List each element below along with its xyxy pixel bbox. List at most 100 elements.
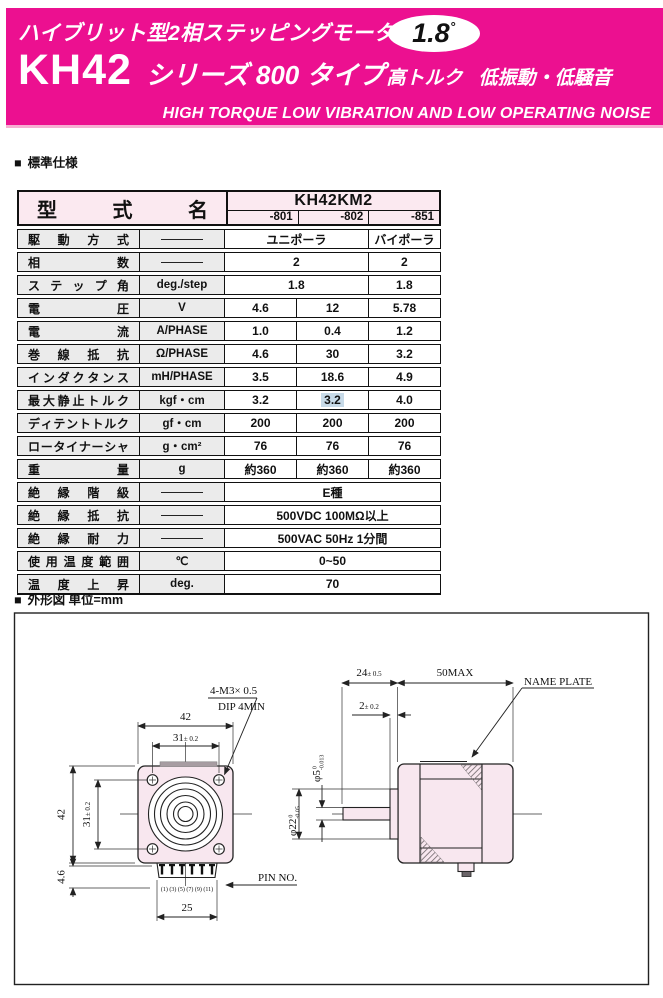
- dim-hole-pitch-h: 31± 0.2: [173, 732, 199, 744]
- banner-model-line: KH42 シリーズ 800 タイプ 高トルク 低振動・低騒音: [18, 46, 612, 95]
- spec-row-label: 温度上昇: [18, 575, 140, 593]
- model-name-header-char: 型: [37, 199, 57, 222]
- spec-table-body: 駆動方式ユニポーラ バイポーラ相数 2 2 ステップ角 deg./step 1.8 1.8 電圧…: [17, 229, 441, 595]
- series-feature-label: 高トルク: [386, 68, 463, 89]
- spec-value-cell: 約360: [244, 462, 277, 477]
- spec-value-cell: 1.2: [368, 322, 440, 340]
- spec-value-cell: 3.2: [252, 393, 269, 407]
- spec-row-values: 3.2 3.2 4.0: [225, 391, 440, 409]
- spec-row-label: 重量: [18, 460, 140, 478]
- spec-value-cell: 76: [368, 437, 440, 455]
- feature-label: 低振動・低騒音: [478, 68, 612, 89]
- model-name-header-cell: 型式名: [19, 192, 228, 224]
- dim-connector-width: 25: [182, 902, 194, 914]
- spec-row-unit: ℃: [140, 552, 225, 570]
- spec-row-label: ロータイナーシャ: [18, 437, 140, 455]
- spec-value-cell: 70: [325, 577, 340, 591]
- spec-value-cell: 2: [292, 255, 300, 269]
- spec-value-cell: 12: [296, 299, 368, 317]
- banner-title-jp: ハイブリット型2相ステッピングモータ: [18, 22, 396, 45]
- spec-row-label: 絶縁耐力: [18, 529, 140, 547]
- spec-row-values: 4.6 12 5.78: [225, 299, 440, 317]
- spec-value-cell: 4.6: [252, 347, 269, 361]
- spec-row-label: 電流: [18, 322, 140, 340]
- spec-row: 巻線抵抗 Ω/PHASE 4.6 30 3.2: [17, 344, 441, 364]
- spec-row-unit: [140, 483, 225, 501]
- variant-header-row: -801 -802 -851: [228, 210, 439, 224]
- spec-row-unit: g: [140, 460, 225, 478]
- series-label: シリーズ 800 タイプ: [145, 60, 385, 90]
- section-marker-icon: ■: [14, 156, 22, 170]
- outline-section-heading: ■ 外形図 単位=mm: [14, 589, 123, 608]
- no-unit-dash: [161, 491, 203, 493]
- spec-row-unit: g・cm²: [140, 437, 225, 455]
- degree-symbol: °: [450, 19, 456, 34]
- spec-row: ステップ角 deg./step 1.8 1.8: [17, 275, 441, 295]
- spec-value-cell: 500VAC 50Hz 1分間: [277, 531, 388, 546]
- front-view: (1) (3) (5) (7) (9) (11): [120, 742, 252, 893]
- name-plate-label: NAME PLATE: [524, 676, 592, 688]
- spec-row-values: 約360 約360 約360: [225, 460, 440, 478]
- spec-row-unit: V: [140, 299, 225, 317]
- spec-value-cell: 1.0: [252, 324, 269, 338]
- spec-value-cell: ユニポーラ: [266, 232, 327, 247]
- screw-spec-label: 4-M3× 0.5: [210, 685, 258, 697]
- spec-table: 型 式 名 KH42KM2 -801 -802 -851 駆動方式 ユニポーラ バイポーラ相…: [17, 190, 441, 595]
- spec-table-header: 型 式 名 KH42KM2 -801 -802 -851: [17, 190, 441, 226]
- spec-row-unit: [140, 230, 225, 248]
- spec-row-label: 使用温度範囲: [18, 552, 140, 570]
- spec-value-cell: 1.8: [367, 276, 440, 294]
- no-unit-dash: [161, 261, 203, 263]
- spec-row-values: 3.5 18.6 4.9: [225, 368, 440, 386]
- side-view: [332, 760, 542, 877]
- spec-value-cell: 200: [368, 414, 440, 432]
- spec-value-cell: 18.6: [296, 368, 368, 386]
- spec-value-cell: バイポーラ: [367, 230, 440, 248]
- no-unit-dash: [161, 238, 203, 240]
- variant-header-cell: -802: [297, 211, 369, 224]
- dim-shaft-length: 24± 0.5: [356, 667, 382, 679]
- connector-side: [457, 862, 475, 873]
- spec-value-cell: E種: [322, 485, 343, 500]
- spec-value-cell: 4.9: [368, 368, 440, 386]
- dim-shaft-diameter: φ50-0.013: [311, 755, 326, 782]
- spec-row-unit: Ω/PHASE: [140, 345, 225, 363]
- pin-numbers-label: (1) (3) (5) (7) (9) (11): [161, 886, 213, 893]
- spec-value-cell: 3.5: [252, 370, 269, 384]
- spec-row-values: E種: [225, 483, 440, 501]
- spec-value-cell: 200: [296, 414, 368, 432]
- outline-heading-text: 外形図 単位=mm: [27, 593, 124, 607]
- spec-row: 使用温度範囲 ℃ 0~50: [17, 551, 441, 571]
- spec-row: 駆動方式 ユニポーラ バイポーラ: [17, 229, 441, 249]
- spec-row-label: インダクタンス: [18, 368, 140, 386]
- spec-value-cell: 3.2: [368, 345, 440, 363]
- dim-front-width: 42: [180, 711, 191, 723]
- spec-value-cell: 5.78: [368, 299, 440, 317]
- spec-row-unit: [140, 253, 225, 271]
- spec-value-cell: 約360: [296, 460, 368, 478]
- spec-value-cell: 2: [367, 253, 440, 271]
- spec-row-values: 76 76 76: [225, 437, 440, 455]
- front-top-boss: [159, 761, 218, 767]
- dim-pilot-depth: 2± 0.2: [359, 700, 379, 712]
- model-name-header-char: 式: [112, 199, 133, 222]
- model-name-header-char: 名: [188, 199, 208, 222]
- spec-row-label: ディテントトルク: [18, 414, 140, 432]
- spec-row: 電圧 V 4.6 12 5.78: [17, 298, 441, 318]
- spec-value-cell: 30: [296, 345, 368, 363]
- dim-front-height: 42: [56, 809, 68, 820]
- spec-row-values: 70: [225, 575, 440, 593]
- spec-section-heading: ■ 標準仕様: [14, 152, 78, 171]
- spec-row-label: ステップ角: [18, 276, 140, 294]
- header-banner: ハイブリット型2相ステッピングモータ 1.8 ° KH42 シリーズ 800 タイ…: [6, 8, 663, 128]
- outline-drawing: (1) (3) (5) (7) (9) (11) 42 31± 0.2 42 3…: [13, 612, 650, 986]
- banner-subtitle-en: HIGH TORQUE LOW VIBRATION AND LOW OPERAT…: [162, 105, 651, 122]
- no-unit-dash: [161, 514, 203, 516]
- spec-value-cell: 1.8: [287, 278, 305, 292]
- model-series-cell: KH42KM2: [294, 192, 373, 209]
- variant-header-cell: -851: [368, 211, 439, 224]
- section-marker-icon: ■: [14, 593, 22, 607]
- spec-row-unit: kgf・cm: [140, 391, 225, 409]
